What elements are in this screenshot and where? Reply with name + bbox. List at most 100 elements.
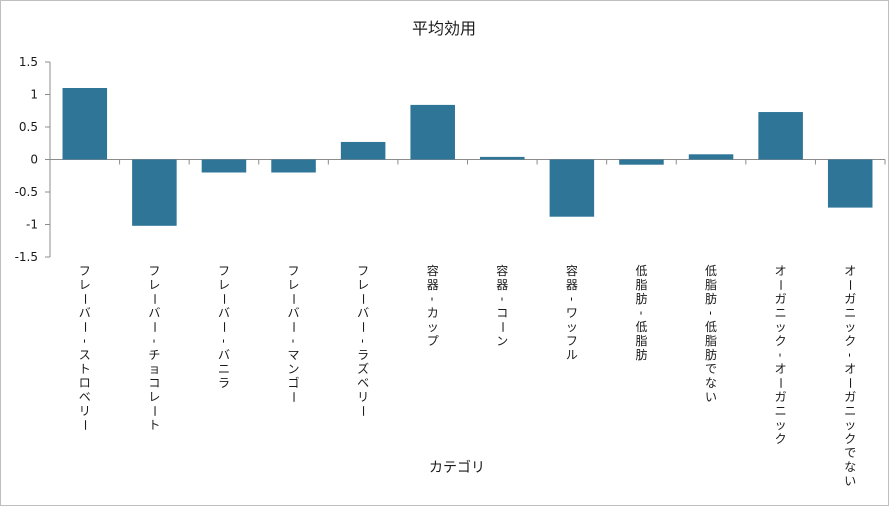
category-char: - — [774, 353, 788, 357]
category-char: レ — [148, 390, 160, 404]
y-tick-label: 0 — [30, 153, 38, 167]
category-char: ッ — [775, 418, 787, 432]
category-char: ッ — [844, 320, 856, 334]
bar — [271, 159, 316, 173]
category-char: フ — [288, 264, 300, 278]
category-char: フ — [148, 264, 160, 278]
category-char: ン — [288, 362, 300, 376]
category-char: ク — [844, 432, 856, 446]
category-char: 器 — [566, 278, 578, 292]
category-char: - — [356, 339, 370, 343]
category-char: ト — [79, 362, 91, 376]
category-char: ベ — [357, 376, 369, 390]
category-char: フ — [218, 264, 230, 278]
bar — [758, 112, 803, 160]
category-char: な — [705, 376, 717, 390]
bar — [480, 156, 525, 160]
category-char: フ — [566, 334, 578, 348]
category-char: で — [844, 446, 856, 460]
category-char: な — [844, 460, 856, 474]
category-char: オ — [844, 264, 856, 278]
category-char: ー — [843, 377, 857, 389]
category-char: ク — [844, 334, 856, 348]
category-char: ッ — [566, 320, 578, 334]
category-char: ッ — [844, 418, 856, 432]
category-char: ー — [78, 419, 92, 431]
category-char: ョ — [148, 362, 160, 376]
category-char: - — [704, 311, 718, 315]
category-char: コ — [496, 306, 508, 320]
category-char: 低 — [705, 320, 717, 334]
category-char: - — [843, 353, 857, 357]
bar — [688, 154, 734, 160]
category-char: 脂 — [635, 277, 647, 292]
category-char: ー — [287, 321, 301, 333]
category-char: ス — [79, 348, 91, 362]
category-char: 容 — [427, 263, 439, 278]
category-char: バ — [288, 306, 300, 320]
bar — [201, 159, 247, 173]
category-char: ー — [774, 377, 788, 389]
category-char: ン — [496, 334, 508, 348]
category-char: 低 — [705, 264, 717, 278]
axis-group: 1.5 1 0.5 0 -0.5 -1 -1.5 — [15, 55, 886, 264]
category-char: 低 — [635, 320, 647, 334]
category-char: ロ — [79, 376, 91, 390]
category-char: ク — [775, 432, 787, 446]
category-char: ラ — [357, 348, 369, 362]
category-char: - — [426, 297, 440, 301]
y-tick-label: -1 — [26, 218, 38, 232]
x-axis-label: カテゴリ — [429, 459, 485, 476]
category-char: カ — [427, 306, 439, 320]
category-char: プ — [427, 334, 439, 348]
category-char: ガ — [775, 292, 787, 306]
bars-group — [62, 88, 873, 226]
category-char: - — [495, 297, 509, 301]
category-char: ー — [217, 321, 231, 333]
category-labels: フレーバー-ストロベリーフレーバー-チョコレートフレーバー-バニラフレーバー-マ… — [78, 263, 857, 488]
category-char: ズ — [357, 361, 369, 376]
category-char: ー — [356, 405, 370, 417]
category-char: - — [78, 339, 92, 343]
category-char: ト — [148, 418, 160, 432]
bar — [410, 104, 455, 160]
category-char: 脂 — [705, 333, 717, 348]
category-char: バ — [148, 306, 160, 320]
category-char: - — [217, 339, 231, 343]
category-char: ー — [147, 293, 161, 305]
y-tick-label: 1 — [30, 88, 38, 102]
category-char: レ — [79, 278, 91, 292]
category-char: バ — [357, 306, 369, 320]
category-char: ニ — [844, 306, 856, 320]
category-char: - — [287, 339, 301, 343]
category-char: ッ — [427, 320, 439, 334]
category-char: ワ — [566, 306, 578, 320]
category-char: 容 — [496, 263, 508, 278]
category-char: ベ — [79, 390, 91, 404]
category-char: ニ — [218, 362, 230, 376]
category-char: 肪 — [705, 291, 717, 306]
category-char: 器 — [427, 278, 439, 292]
category-char: チ — [148, 348, 160, 362]
category-char: バ — [218, 306, 230, 320]
y-tick-label: 1.5 — [19, 55, 38, 69]
category-char: ー — [78, 293, 92, 305]
category-char: ー — [495, 321, 509, 333]
category-char: - — [565, 297, 579, 301]
category-char: レ — [218, 278, 230, 292]
category-char: ク — [775, 334, 787, 348]
category-char: ー — [843, 279, 857, 291]
category-char: ー — [147, 321, 161, 333]
category-char: で — [705, 362, 717, 376]
category-char: ガ — [775, 390, 787, 404]
category-char: 低 — [635, 264, 647, 278]
bar — [827, 159, 873, 208]
category-char: ー — [287, 293, 301, 305]
category-char: 肪 — [635, 291, 647, 306]
